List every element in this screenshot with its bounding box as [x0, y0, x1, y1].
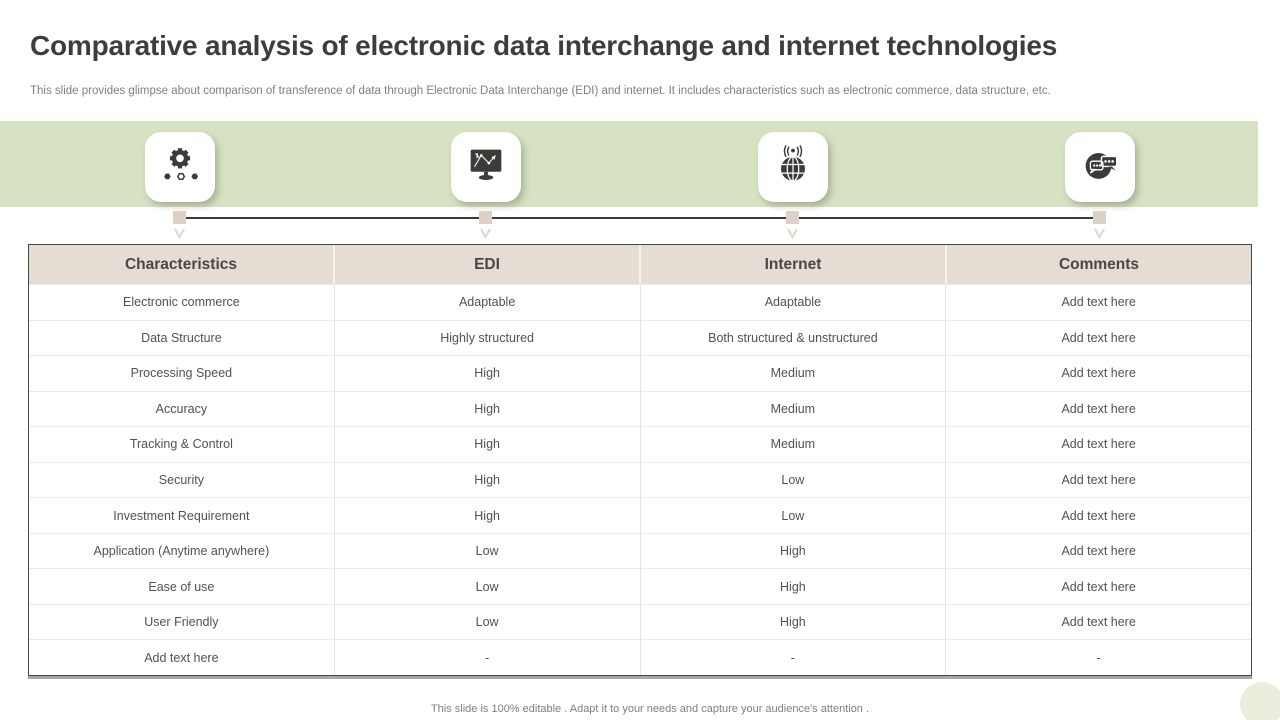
table-body: Electronic commerce Adaptable Adaptable Add…: [29, 284, 1251, 676]
table-row: Electronic commerce Adaptable Adaptable Add…: [29, 284, 1251, 320]
table-cell: Add text here: [945, 604, 1251, 640]
icon-card-edi-monitor: [451, 132, 521, 202]
table-cell: Accuracy: [155, 401, 208, 416]
table-cell: -: [945, 640, 1251, 676]
table-cell: Medium: [639, 427, 946, 462]
table-cell: Data Structure: [141, 330, 222, 345]
table-cell: High: [639, 533, 946, 569]
table-cell: Add text here: [945, 569, 1251, 604]
connector-marker: [786, 211, 799, 224]
globe-wireless-icon: [770, 142, 816, 193]
table-cell: High: [333, 462, 640, 498]
table-row: Data Structure Highly structured Both stru…: [29, 319, 1251, 356]
table-row: Tracking & Control High Medium Add text her…: [29, 426, 1251, 462]
table-cell: Adaptable: [333, 285, 640, 320]
column-header-edi: EDI: [333, 245, 639, 284]
table-cell: Low: [333, 604, 640, 640]
column-header-characteristics: Characteristics: [124, 255, 237, 273]
table-row: Ease of use Low High Add text here: [29, 568, 1251, 604]
connector-marker: [173, 211, 186, 224]
chat-bubbles-icon: [1077, 142, 1123, 193]
table-cell: Add text here: [945, 285, 1251, 320]
monitor-network-icon: [463, 142, 509, 193]
comparison-table: Characteristics EDI Internet Comments Elect…: [28, 244, 1252, 676]
table-cell: Add text here: [945, 320, 1251, 356]
table-row: User Friendly Low High Add text here: [29, 603, 1251, 640]
arrow-down-icon: [173, 227, 186, 245]
icon-card-comments-chat: [1065, 132, 1135, 202]
table-row: Investment Requirement High Low Add text he…: [29, 497, 1251, 533]
slide-subtitle: This slide provides glimpse about compar…: [30, 85, 1051, 97]
table-cell: Application (Anytime anywhere): [93, 544, 270, 559]
arrow-down-icon: [786, 227, 799, 245]
table-cell: Add text here: [945, 462, 1251, 498]
table-cell: Adaptable: [639, 285, 946, 320]
table-cell: High: [333, 427, 640, 462]
table-row: Security High Low Add text here: [29, 461, 1251, 498]
table-cell: Medium: [639, 356, 946, 391]
icon-card-internet-globe: [758, 132, 828, 202]
table-cell: High: [639, 604, 946, 640]
table-row: Add text here - - -: [29, 639, 1251, 676]
arrow-down-icon: [1093, 227, 1106, 245]
connector-marker: [479, 211, 492, 224]
table-cell: Low: [639, 462, 946, 498]
connector-line: [180, 217, 1100, 219]
table-cell: Investment Requirement: [113, 508, 250, 523]
table-cell: High: [639, 569, 946, 604]
table-row: Application (Anytime anywhere) Low High Add…: [29, 532, 1251, 569]
table-cell: Security: [158, 473, 204, 487]
table-cell: Low: [333, 533, 640, 569]
column-header-comments: Comments: [945, 245, 1251, 284]
arrow-down-icon: [479, 227, 492, 245]
table-cell: High: [333, 498, 640, 533]
connector-marker: [1093, 211, 1106, 224]
icon-card-edi-process: [145, 132, 215, 202]
page-title: Comparative analysis of electronic data …: [30, 30, 1058, 61]
table-cell: Electronic commerce: [123, 295, 240, 310]
gear-process-icon: [157, 142, 203, 193]
table-cell: High: [333, 391, 640, 427]
table-cell: Add text here: [144, 650, 219, 665]
table-row: Processing Speed High Medium Add text here: [29, 355, 1251, 391]
slide-footer-note: This slide is 100% editable . Adapt it t…: [430, 703, 870, 715]
table-cell: Ease of use: [148, 579, 215, 594]
table-cell: Tracking & Control: [129, 437, 233, 452]
table-cell: High: [333, 356, 640, 391]
table-cell: Low: [639, 498, 946, 533]
table-cell: Processing Speed: [130, 366, 233, 381]
table-cell: Add text here: [945, 391, 1251, 427]
table-cell: Add text here: [945, 533, 1251, 569]
table-cell: Medium: [639, 391, 946, 427]
table-cell: User Friendly: [144, 615, 219, 630]
table-cell: Low: [333, 569, 640, 604]
table-cell: Both structured & unstructured: [639, 320, 946, 356]
table-cell: Add text here: [945, 498, 1251, 533]
table-cell: Add text here: [945, 427, 1251, 462]
table-header-row: Characteristics EDI Internet Comments: [29, 245, 1251, 284]
table-row: Accuracy High Medium Add text here: [29, 390, 1251, 427]
column-header-internet: Internet: [639, 245, 945, 284]
table-cell: Add text here: [945, 356, 1251, 391]
corner-decoration-circle: [1240, 682, 1280, 720]
table-cell: -: [333, 640, 640, 676]
table-cell: Highly structured: [333, 320, 640, 356]
table-cell: -: [639, 640, 946, 676]
